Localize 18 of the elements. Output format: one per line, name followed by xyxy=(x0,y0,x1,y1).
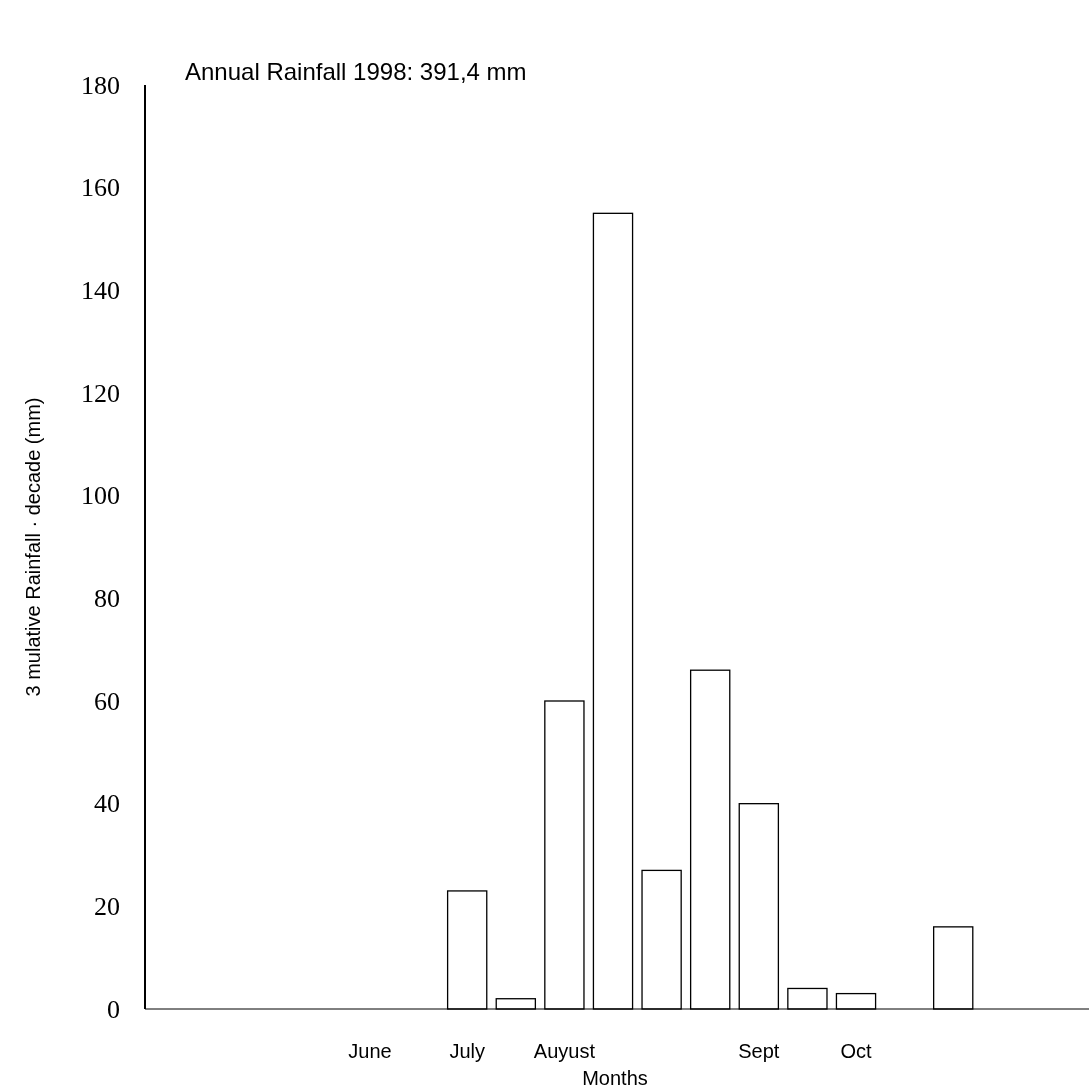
x-tick-label: Oct xyxy=(840,1040,873,1062)
x-tick-label: July xyxy=(449,1040,485,1062)
x-tick-label: Sept xyxy=(738,1040,780,1062)
y-tick-label: 40 xyxy=(94,789,120,819)
y-tick-label: 120 xyxy=(81,378,120,408)
y-tick-label: 80 xyxy=(94,583,120,613)
y-tick-label: 140 xyxy=(81,275,120,305)
x-tick-label: Auyust xyxy=(533,1040,596,1062)
y-tick-label: 0 xyxy=(107,994,120,1024)
y-tick-label: 160 xyxy=(81,173,120,203)
x-tick-label: June xyxy=(348,1040,392,1062)
y-tick-label: 20 xyxy=(94,891,120,921)
x-axis-title: Months xyxy=(582,1067,648,1089)
y-axis-title: 3 mulative Rainfall · decade (mm) xyxy=(22,397,44,697)
chart-title: Annual Rainfall 1998: 391,4 mm xyxy=(185,58,527,85)
y-tick-label: 60 xyxy=(94,686,120,716)
y-tick-label: 180 xyxy=(81,70,120,100)
y-tick-label: 100 xyxy=(81,481,120,511)
